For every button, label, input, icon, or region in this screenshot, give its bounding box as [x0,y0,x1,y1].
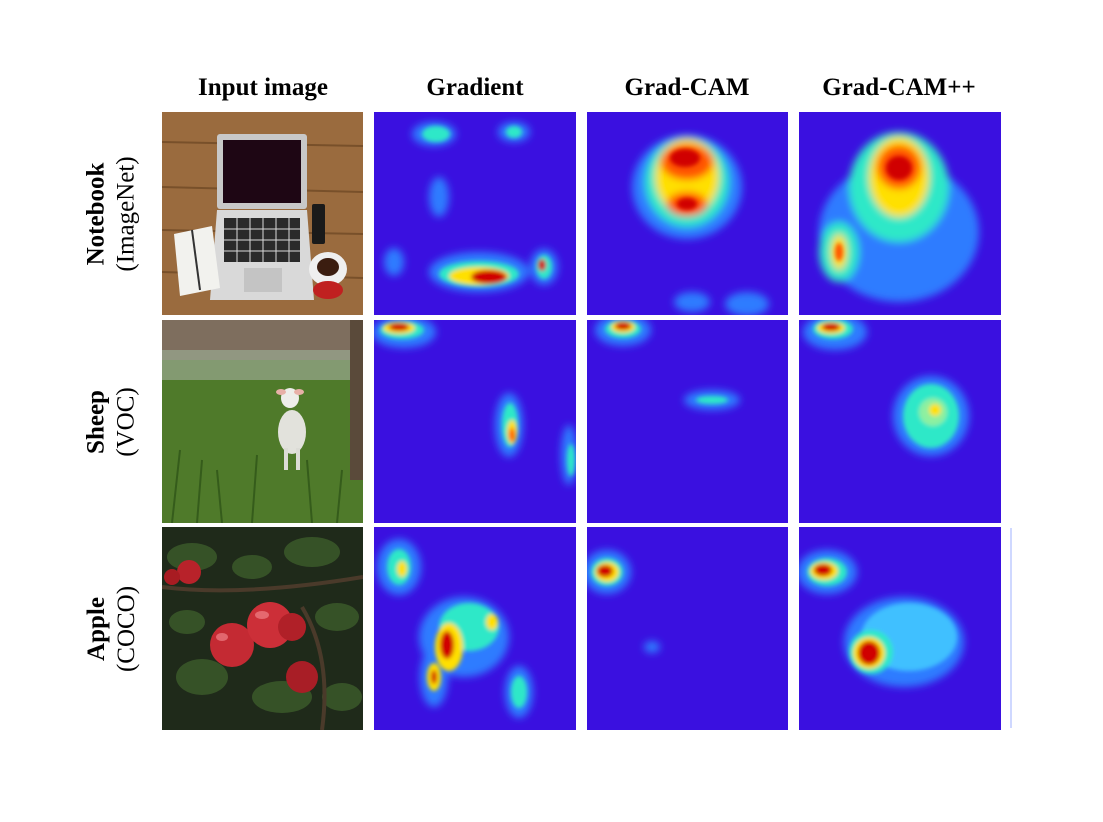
input-image-sheep [162,320,363,523]
gradient-heatmap-sheep [374,320,576,523]
laptop-photo [162,112,363,315]
sheep-photo [162,320,363,523]
input-image-notebook [162,112,363,315]
gradient-heatmap-apple [374,527,576,730]
column-header-grad-cam-plus-plus: Grad-CAM++ [822,74,976,101]
grad-cam-plus-plus-heatmap-sheep [799,320,1001,523]
row-dataset: (ImageNet) [113,155,140,272]
column-header-gradient: Gradient [426,74,524,101]
row-name: Sheep [83,389,110,454]
grad-cam-plus-plus-heatmap-notebook [799,112,1001,315]
row-dataset: (VOC) [113,386,140,457]
apple-photo [162,527,363,730]
gradient-saliency-map [374,112,576,315]
grad-cam-saliency-map [587,320,788,523]
grad-cam-saliency-map [587,112,788,315]
column-header-input-image: Input image [198,74,328,101]
row-label-notebook: Notebook (ImageNet) [72,112,152,315]
grad-cam-heatmap-sheep [587,320,788,523]
grad-cam-heatmap-notebook [587,112,788,315]
row-name: Apple [83,596,111,661]
separator-line [1010,528,1012,728]
grad-cam-plus-plus-saliency-map [799,527,1001,730]
gradient-saliency-map [374,527,576,730]
grad-cam-plus-plus-heatmap-apple [799,527,1001,730]
gradient-heatmap-notebook [374,112,576,315]
column-header-grad-cam: Grad-CAM [624,74,750,101]
row-label-sheep: Sheep (VOC) [72,320,152,523]
row-label-apple: Apple (COCO) [72,527,152,730]
grad-cam-saliency-map [587,527,788,730]
row-name: Notebook [83,162,110,265]
grad-cam-heatmap-apple [587,527,788,730]
input-image-apple [162,527,363,730]
gradient-saliency-map [374,320,576,523]
grad-cam-plus-plus-saliency-map [799,112,1001,315]
grad-cam-plus-plus-saliency-map [799,320,1001,523]
row-dataset: (COCO) [113,585,141,672]
